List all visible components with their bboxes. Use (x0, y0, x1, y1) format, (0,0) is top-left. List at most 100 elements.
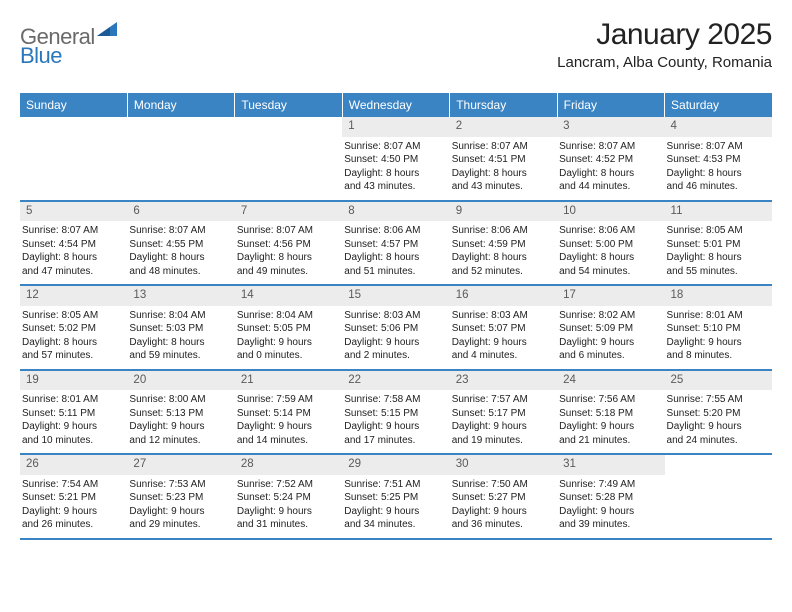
weekday-header: Friday (557, 93, 664, 117)
day-data: Sunrise: 7:50 AMSunset: 5:27 PMDaylight:… (450, 475, 557, 538)
day-number: 21 (235, 371, 342, 391)
day-data-line: Sunset: 5:18 PM (559, 407, 660, 421)
day-data-line: Sunset: 5:10 PM (667, 322, 768, 336)
day-data-line: Sunrise: 8:05 AM (22, 309, 123, 323)
day-number: 9 (450, 202, 557, 222)
day-data: Sunrise: 7:56 AMSunset: 5:18 PMDaylight:… (557, 390, 664, 453)
calendar-day-cell: 18Sunrise: 8:01 AMSunset: 5:10 PMDayligh… (665, 286, 772, 369)
day-data: Sunrise: 8:07 AMSunset: 4:54 PMDaylight:… (20, 221, 127, 284)
day-data: Sunrise: 8:07 AMSunset: 4:53 PMDaylight:… (665, 137, 772, 200)
day-data-line: Sunset: 5:27 PM (452, 491, 553, 505)
day-data-line: Daylight: 9 hours (129, 505, 230, 519)
day-data-line: and 43 minutes. (452, 180, 553, 194)
day-data-line: Sunrise: 8:04 AM (237, 309, 338, 323)
day-number: 17 (557, 286, 664, 306)
day-number (127, 117, 234, 137)
day-number: 6 (127, 202, 234, 222)
day-data-line: Daylight: 8 hours (452, 251, 553, 265)
day-data-line: Daylight: 8 hours (452, 167, 553, 181)
day-data-line: Daylight: 9 hours (344, 505, 445, 519)
calendar-day-cell: 5Sunrise: 8:07 AMSunset: 4:54 PMDaylight… (20, 202, 127, 285)
calendar-day-cell: 6Sunrise: 8:07 AMSunset: 4:55 PMDaylight… (127, 202, 234, 285)
day-data-line: Daylight: 9 hours (452, 420, 553, 434)
day-data-line: and 4 minutes. (452, 349, 553, 363)
day-data-line: Sunrise: 8:07 AM (129, 224, 230, 238)
calendar-day-cell: 8Sunrise: 8:06 AMSunset: 4:57 PMDaylight… (342, 202, 449, 285)
day-data-line: Sunrise: 8:06 AM (344, 224, 445, 238)
day-number: 24 (557, 371, 664, 391)
day-data-line: Sunrise: 8:06 AM (559, 224, 660, 238)
calendar-day-cell: 13Sunrise: 8:04 AMSunset: 5:03 PMDayligh… (127, 286, 234, 369)
day-data-line: Sunset: 4:53 PM (667, 153, 768, 167)
day-data-line: Sunset: 5:02 PM (22, 322, 123, 336)
day-number: 11 (665, 202, 772, 222)
day-data-line: Sunrise: 8:06 AM (452, 224, 553, 238)
day-number: 7 (235, 202, 342, 222)
day-data-line: Sunrise: 7:59 AM (237, 393, 338, 407)
calendar-week-row: 26Sunrise: 7:54 AMSunset: 5:21 PMDayligh… (20, 455, 772, 538)
calendar-day-cell (127, 117, 234, 200)
day-data-line: Sunset: 5:00 PM (559, 238, 660, 252)
day-data: Sunrise: 8:04 AMSunset: 5:03 PMDaylight:… (127, 306, 234, 369)
day-data: Sunrise: 7:54 AMSunset: 5:21 PMDaylight:… (20, 475, 127, 538)
calendar-table: Sunday Monday Tuesday Wednesday Thursday… (20, 93, 772, 540)
day-number: 8 (342, 202, 449, 222)
calendar-day-cell: 31Sunrise: 7:49 AMSunset: 5:28 PMDayligh… (557, 455, 664, 538)
day-number: 3 (557, 117, 664, 137)
day-data-line: and 47 minutes. (22, 265, 123, 279)
day-data: Sunrise: 8:01 AMSunset: 5:11 PMDaylight:… (20, 390, 127, 453)
day-data-line: Sunset: 4:50 PM (344, 153, 445, 167)
calendar-day-cell: 19Sunrise: 8:01 AMSunset: 5:11 PMDayligh… (20, 371, 127, 454)
day-data-line: Daylight: 9 hours (344, 336, 445, 350)
day-number: 1 (342, 117, 449, 137)
calendar-day-cell: 29Sunrise: 7:51 AMSunset: 5:25 PMDayligh… (342, 455, 449, 538)
day-data-line: Daylight: 9 hours (559, 336, 660, 350)
day-data-line: and 46 minutes. (667, 180, 768, 194)
day-data-line: and 54 minutes. (559, 265, 660, 279)
day-data-line: Sunset: 5:05 PM (237, 322, 338, 336)
day-data-line: Sunset: 5:17 PM (452, 407, 553, 421)
day-data-line: and 49 minutes. (237, 265, 338, 279)
day-data: Sunrise: 8:03 AMSunset: 5:06 PMDaylight:… (342, 306, 449, 369)
day-number: 15 (342, 286, 449, 306)
day-data-line: and 17 minutes. (344, 434, 445, 448)
logo-text-blue: Blue (20, 43, 62, 68)
day-data-line: Sunrise: 8:07 AM (667, 140, 768, 154)
day-data-line: Sunrise: 8:07 AM (452, 140, 553, 154)
day-data-line: Sunrise: 7:56 AM (559, 393, 660, 407)
day-data-line: Daylight: 9 hours (452, 505, 553, 519)
day-data-line: and 57 minutes. (22, 349, 123, 363)
calendar-day-cell: 25Sunrise: 7:55 AMSunset: 5:20 PMDayligh… (665, 371, 772, 454)
day-data-line: Sunset: 5:07 PM (452, 322, 553, 336)
day-data-line: Sunrise: 7:50 AM (452, 478, 553, 492)
day-data-line: and 6 minutes. (559, 349, 660, 363)
day-data-line: Sunset: 5:14 PM (237, 407, 338, 421)
day-data-line: Daylight: 9 hours (344, 420, 445, 434)
day-data-line: Daylight: 8 hours (22, 336, 123, 350)
day-data-line: Sunset: 4:57 PM (344, 238, 445, 252)
day-data-line: and 36 minutes. (452, 518, 553, 532)
day-data-line: Daylight: 9 hours (22, 420, 123, 434)
day-data-line: Daylight: 8 hours (667, 251, 768, 265)
day-data-line: Daylight: 9 hours (667, 336, 768, 350)
location-subtitle: Lancram, Alba County, Romania (557, 54, 772, 71)
day-data-line: Daylight: 9 hours (559, 505, 660, 519)
calendar-day-cell: 10Sunrise: 8:06 AMSunset: 5:00 PMDayligh… (557, 202, 664, 285)
day-data-line: Sunset: 4:54 PM (22, 238, 123, 252)
weekday-header: Saturday (665, 93, 772, 117)
day-data-line: and 8 minutes. (667, 349, 768, 363)
day-number: 25 (665, 371, 772, 391)
day-number: 5 (20, 202, 127, 222)
day-data-line: Daylight: 8 hours (559, 251, 660, 265)
day-data-line: Sunset: 5:01 PM (667, 238, 768, 252)
day-data-line: and 39 minutes. (559, 518, 660, 532)
weekday-row: Sunday Monday Tuesday Wednesday Thursday… (20, 93, 772, 117)
day-data-line: and 51 minutes. (344, 265, 445, 279)
day-data-line: and 44 minutes. (559, 180, 660, 194)
day-data: Sunrise: 7:59 AMSunset: 5:14 PMDaylight:… (235, 390, 342, 453)
logo-triangle-icon (97, 22, 117, 41)
day-data: Sunrise: 7:52 AMSunset: 5:24 PMDaylight:… (235, 475, 342, 538)
day-data-line: and 29 minutes. (129, 518, 230, 532)
day-number: 23 (450, 371, 557, 391)
day-data: Sunrise: 8:07 AMSunset: 4:55 PMDaylight:… (127, 221, 234, 284)
